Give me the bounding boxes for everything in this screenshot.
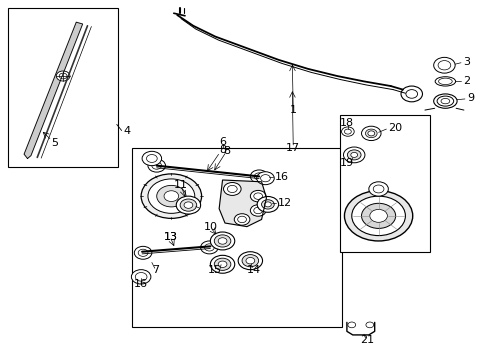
Circle shape [237,216,246,223]
Polygon shape [24,22,82,158]
Text: 17: 17 [285,143,300,153]
Text: 16: 16 [274,172,288,182]
Text: 2: 2 [462,76,469,86]
Circle shape [347,322,355,328]
Ellipse shape [440,98,449,104]
Circle shape [260,175,270,182]
Circle shape [257,197,278,212]
Circle shape [183,202,192,208]
Circle shape [365,129,376,138]
Text: 5: 5 [51,138,58,148]
Circle shape [261,200,274,209]
Circle shape [350,152,357,157]
Text: 8: 8 [223,146,229,156]
Circle shape [214,258,230,270]
Polygon shape [219,180,266,226]
Bar [8,8,118,167]
Circle shape [146,154,157,162]
Circle shape [405,90,417,98]
Text: 11: 11 [174,180,188,190]
Circle shape [256,172,274,185]
Circle shape [343,147,364,163]
Circle shape [142,151,161,166]
Circle shape [210,255,234,273]
Text: 7: 7 [152,265,159,275]
Circle shape [56,71,70,81]
Ellipse shape [433,94,456,108]
Circle shape [176,196,200,214]
Text: 21: 21 [360,334,374,345]
Ellipse shape [436,96,453,106]
Text: 9: 9 [467,93,473,103]
Text: 1: 1 [289,105,296,115]
Circle shape [218,261,226,267]
Circle shape [214,235,230,247]
Circle shape [264,202,271,207]
Circle shape [253,193,262,199]
Circle shape [433,57,454,73]
Circle shape [344,129,350,134]
Text: 19: 19 [339,158,353,168]
Circle shape [218,238,226,244]
Circle shape [400,86,422,102]
Text: 4: 4 [123,126,130,135]
Circle shape [368,182,387,196]
Bar [339,116,429,252]
Circle shape [242,255,258,267]
Circle shape [361,126,380,140]
Circle shape [369,210,386,222]
Circle shape [148,179,194,213]
Ellipse shape [434,77,455,86]
Circle shape [361,203,395,228]
Circle shape [367,131,374,136]
Circle shape [131,270,151,284]
Text: 12: 12 [277,198,291,208]
Circle shape [437,60,450,70]
Circle shape [148,159,165,172]
Circle shape [351,196,405,235]
Text: 13: 13 [163,232,177,242]
Circle shape [204,244,214,251]
Text: 18: 18 [339,118,353,128]
Circle shape [138,249,148,256]
Circle shape [223,183,241,195]
Circle shape [135,273,147,281]
Bar [132,148,341,327]
Ellipse shape [438,78,451,85]
Circle shape [152,162,161,169]
Circle shape [141,174,201,219]
Circle shape [245,257,254,264]
Circle shape [346,150,360,160]
Text: 3: 3 [462,57,469,67]
Circle shape [180,199,196,211]
Circle shape [59,73,67,79]
Circle shape [234,214,249,225]
Circle shape [157,185,185,207]
Text: 14: 14 [247,265,261,275]
Circle shape [250,205,265,216]
Circle shape [210,232,234,250]
Text: 10: 10 [203,222,217,232]
Text: 15: 15 [208,265,222,275]
Circle shape [227,185,237,193]
Circle shape [163,191,178,202]
Text: 6: 6 [219,138,225,147]
Circle shape [372,185,383,193]
Circle shape [253,207,262,214]
Circle shape [341,127,353,136]
Circle shape [344,191,412,241]
Text: 13: 13 [163,232,177,242]
Text: 16: 16 [133,279,147,289]
Circle shape [134,246,152,259]
Circle shape [250,170,267,183]
Circle shape [254,173,264,180]
Circle shape [238,252,262,270]
Circle shape [200,241,218,254]
Text: 20: 20 [387,123,402,133]
Circle shape [250,190,265,202]
Text: 8: 8 [219,144,225,154]
Circle shape [365,322,373,328]
